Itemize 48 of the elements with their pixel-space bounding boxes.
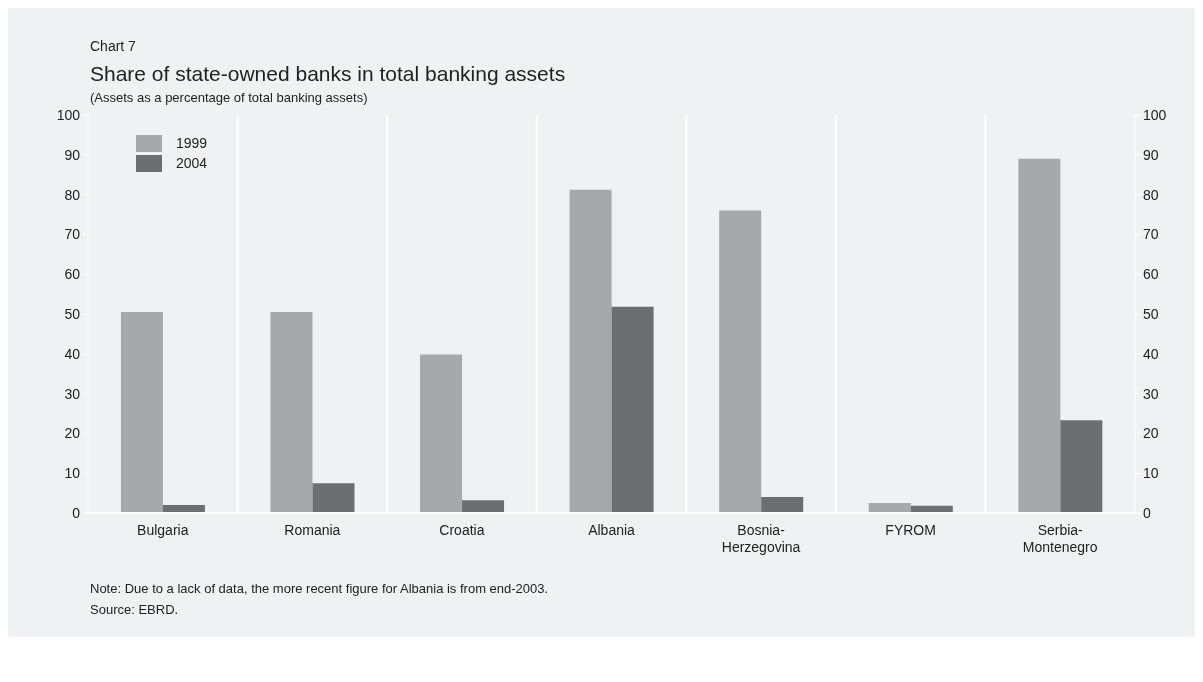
y2-tick-label: 30 [1143, 385, 1159, 402]
bar [761, 497, 804, 513]
y-tick-label: 30 [64, 385, 81, 402]
y2-tick-label: 10 [1143, 465, 1159, 482]
y2-tick-label: 20 [1143, 425, 1159, 442]
y-tick-label: 90 [64, 146, 81, 163]
y2-tick-label: 100 [1143, 106, 1167, 123]
y2-tick-label: 90 [1143, 146, 1159, 163]
y2-tick-label: 60 [1143, 266, 1159, 283]
x-tick-label: Bulgaria [137, 522, 189, 538]
y2-tick-label: 70 [1143, 226, 1159, 243]
chart-title: Share of state-owned banks in total banking assets [90, 62, 567, 86]
y2-tick-label: 40 [1143, 345, 1159, 362]
y-tick-label: 10 [64, 465, 81, 482]
y-tick-label: 20 [64, 425, 81, 442]
bar [569, 189, 612, 513]
y2-tick-label: 80 [1143, 186, 1159, 203]
x-tick-label: Albania [588, 522, 636, 538]
x-tick-label: Serbia-Montenegro [1022, 522, 1098, 555]
text: Note: Due to a lack of data, the more recent figure for Albania is from end-2003. [90, 581, 550, 596]
bar [120, 312, 163, 513]
y-tick-label: 0 [72, 504, 81, 521]
y-tick-label: 70 [64, 226, 81, 243]
bar [611, 306, 654, 513]
x-tick-label: FYROM [885, 522, 936, 538]
bar [719, 210, 762, 513]
y-tick-label: 100 [56, 106, 81, 123]
caption: Chart 7 [90, 38, 137, 54]
y2-tick-label: 0 [1143, 504, 1151, 521]
y-tick-label: 60 [64, 266, 81, 283]
x-tick-label: Romania [284, 522, 341, 538]
y-tick-label: 40 [64, 345, 81, 362]
bar [312, 483, 355, 513]
y2-tick-label: 50 [1143, 305, 1159, 322]
x-tick-label: Bosnia-Herzegovina [721, 522, 801, 555]
x-tick-label: Croatia [439, 522, 485, 538]
legend-label: 2004 [176, 155, 208, 171]
bar [462, 500, 505, 513]
y-tick-label: 50 [64, 305, 81, 322]
bar [868, 503, 911, 513]
legend-label: 1999 [176, 135, 208, 151]
bar [420, 354, 463, 513]
source-note: Source: EBRD. [90, 602, 180, 617]
chart-subtitle: (Assets as a percentage of total banking assets) [90, 90, 369, 105]
y-tick-label: 80 [64, 186, 81, 203]
bar [1018, 158, 1061, 513]
bar [270, 312, 313, 513]
bar [1060, 420, 1103, 513]
